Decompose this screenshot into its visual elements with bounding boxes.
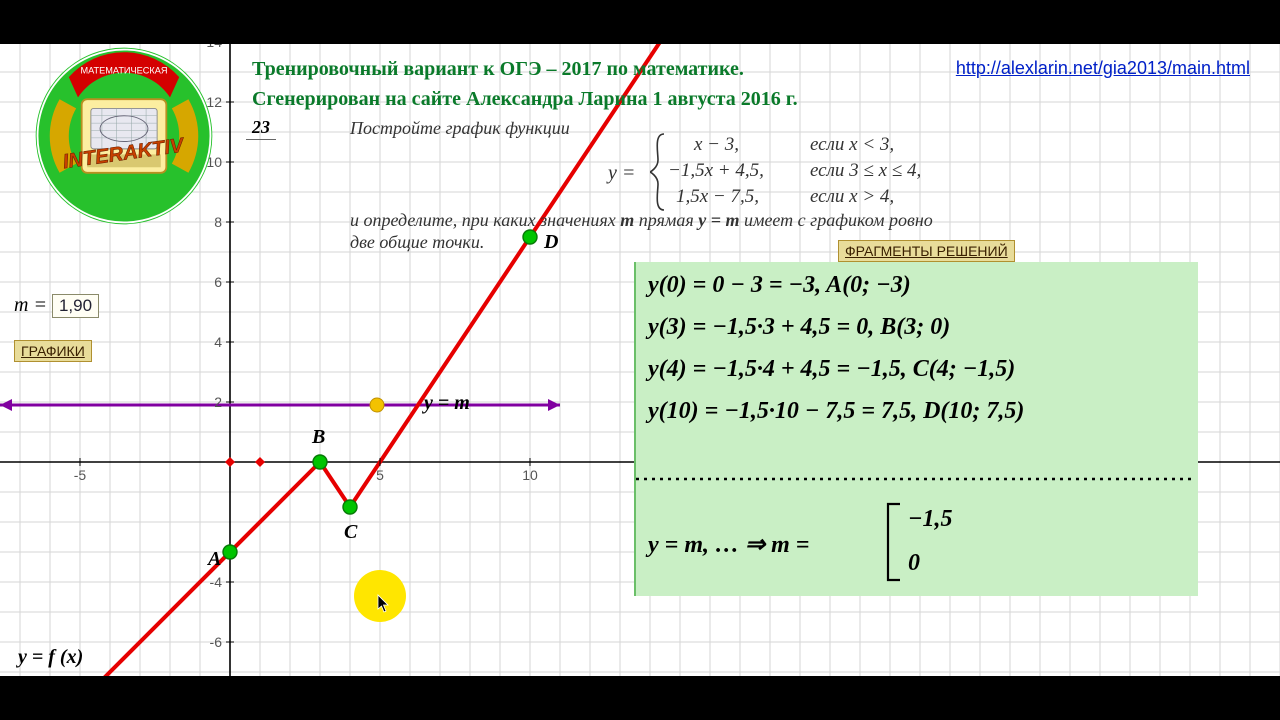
- solution-line-3: y(4) = −1,5·4 + 4,5 = −1,5, C(4; −1,5): [648, 356, 1015, 383]
- point-label-D: D: [544, 231, 558, 254]
- task-line2: и определите, при каких значениях m прям…: [350, 210, 933, 231]
- svg-text:-4: -4: [210, 574, 223, 590]
- title-line-1: Тренировочный вариант к ОГЭ – 2017 по ма…: [252, 58, 744, 81]
- answer-left: y = m, … ⇒ m =: [648, 530, 809, 559]
- t2c: прямая: [634, 210, 698, 230]
- svg-text:-6: -6: [210, 634, 223, 650]
- svg-text:-5: -5: [74, 467, 87, 483]
- task-line3: две общие точки.: [350, 232, 484, 253]
- title-line-2: Сгенерирован на сайте Александра Ларина …: [252, 88, 798, 111]
- m-label: m =: [14, 294, 47, 316]
- cursor-icon: [377, 594, 391, 614]
- dotted-separator: [636, 476, 1196, 482]
- point-label-C: C: [344, 521, 357, 544]
- t2e: имеет с графиком ровно: [739, 210, 932, 230]
- svg-text:4: 4: [214, 334, 222, 350]
- m-control: m = 1,90: [14, 294, 99, 318]
- svg-text:5: 5: [376, 467, 384, 483]
- fragments-button[interactable]: ФРАГМЕНТЫ РЕШЕНИЙ: [838, 240, 1015, 262]
- case3-cond: если x > 4,: [810, 186, 894, 208]
- solution-line-1: y(0) = 0 − 3 = −3, A(0; −3): [648, 272, 911, 299]
- t2b: m: [620, 210, 634, 230]
- point-label-B: B: [312, 426, 325, 449]
- answer-top: −1,5: [908, 506, 953, 533]
- fx-label: y = f (x): [18, 646, 83, 669]
- point-label-A: A: [208, 548, 221, 571]
- stage: -551015-8-6-4246810121416 МАТЕМАТИЧЕСКАЯ…: [0, 44, 1280, 676]
- case1-cond: если x < 3,: [810, 134, 894, 156]
- case1-expr: x − 3,: [694, 134, 739, 156]
- case3-expr: 1,5x − 7,5,: [676, 186, 759, 208]
- m-value-input[interactable]: 1,90: [52, 294, 99, 318]
- brace-icon: [650, 132, 670, 212]
- svg-text:10: 10: [522, 467, 538, 483]
- answer-bot: 0: [908, 550, 920, 577]
- case2-cond: если 3 ≤ x ≤ 4,: [810, 160, 921, 182]
- source-link[interactable]: http://alexlarin.net/gia2013/main.html: [956, 58, 1250, 79]
- svg-text:6: 6: [214, 274, 222, 290]
- bracket-icon: [886, 502, 904, 582]
- task-line1: Постройте график функции: [350, 118, 570, 139]
- eq-y: y =: [608, 162, 635, 185]
- t2d: y = m: [698, 210, 739, 230]
- t2a: и определите, при каких значениях: [350, 210, 620, 230]
- case2-expr: −1,5x + 4,5,: [668, 160, 764, 182]
- solution-line-4: y(10) = −1,5·10 − 7,5 = 7,5, D(10; 7,5): [648, 398, 1024, 425]
- m-line-label: y = m: [424, 392, 470, 415]
- logo-top-text: МАТЕМАТИЧЕСКАЯ: [80, 65, 167, 75]
- graphs-button[interactable]: ГРАФИКИ: [14, 340, 92, 362]
- svg-text:2: 2: [214, 394, 222, 410]
- task-number: 23: [246, 116, 276, 140]
- solution-line-2: y(3) = −1,5·3 + 4,5 = 0, B(3; 0): [648, 314, 950, 341]
- logo: МАТЕМАТИЧЕСКАЯ INTERAKTIV: [32, 44, 216, 228]
